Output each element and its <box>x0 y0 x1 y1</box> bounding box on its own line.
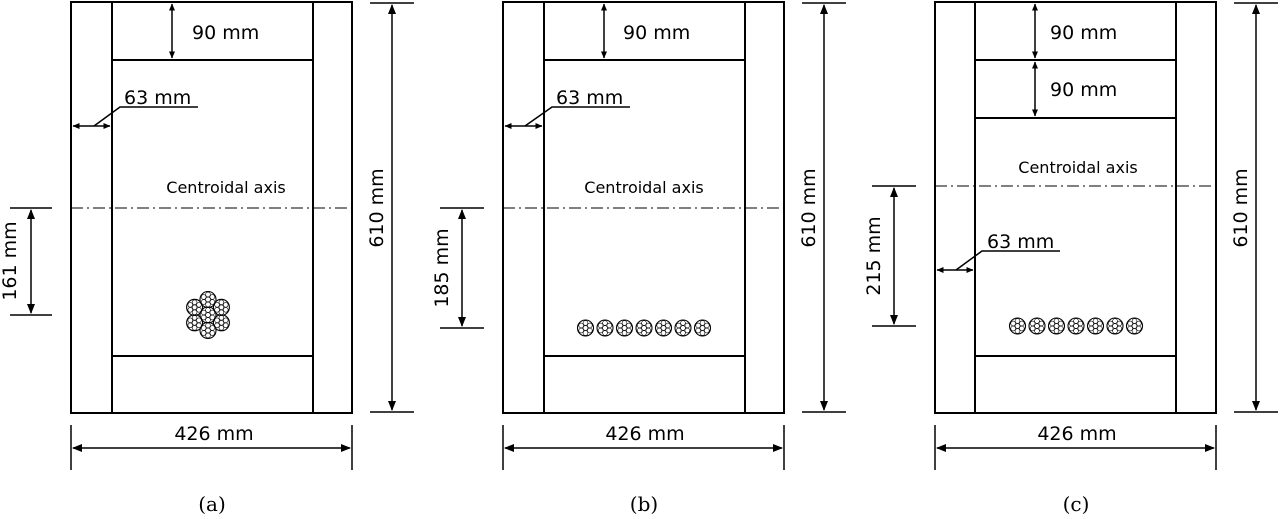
prestressing-strand <box>654 319 673 337</box>
centroid-axis-label: Centroidal axis <box>166 178 285 197</box>
prestressing-strand <box>674 319 692 337</box>
prestressing-strand <box>635 319 653 337</box>
width-label: 426 mm <box>605 423 684 445</box>
prestressing-strand <box>1047 317 1066 335</box>
panel-a: 90 mm 63 mm Centroidal axis 161 mm 610 m… <box>0 1 414 516</box>
width-label: 426 mm <box>1037 423 1116 445</box>
width-label: 426 mm <box>174 423 253 445</box>
prestressing-strand <box>1028 317 1046 335</box>
panel-caption: (b) <box>630 492 658 516</box>
eccentricity-label: 185 mm <box>431 228 453 307</box>
web-thickness-label: 63 mm <box>124 87 191 109</box>
prestressing-strand <box>212 298 230 316</box>
web-thickness-label: 63 mm <box>987 231 1054 253</box>
prestressing-strand <box>1125 317 1144 335</box>
height-label: 610 mm <box>1230 168 1252 247</box>
panel-c: 90 mm 90 mm Centroidal axis 63 mm 215 mm… <box>863 1 1278 516</box>
flange-dimension-label: 90 mm <box>192 22 259 44</box>
prestressing-strand <box>1067 317 1085 335</box>
height-label: 610 mm <box>366 168 388 247</box>
prestressing-strand <box>1086 317 1105 335</box>
centroid-axis-label: Centroidal axis <box>1018 158 1137 177</box>
centroid-axis-label: Centroidal axis <box>584 178 703 197</box>
bottom-block <box>111 355 314 414</box>
web-thickness-leader <box>524 106 630 127</box>
prestressing-strand <box>1008 317 1027 335</box>
outer-section-outline <box>934 1 1217 414</box>
tendon-cluster <box>186 290 230 340</box>
flange-dimension-label: 90 mm <box>1050 22 1117 44</box>
bottom-block <box>543 355 746 414</box>
eccentricity-label: 215 mm <box>863 216 885 295</box>
web-thickness-leader <box>955 250 1060 271</box>
tendon-row <box>576 319 712 337</box>
prestressing-strand <box>186 314 204 332</box>
prestressing-strand <box>693 319 712 337</box>
prestressing-strand <box>1106 317 1124 335</box>
bottom-block <box>974 355 1177 414</box>
prestressing-strand <box>615 319 634 337</box>
web-thickness-leader <box>93 106 198 127</box>
panel-caption: (a) <box>198 492 226 516</box>
prestressing-strand <box>596 319 614 337</box>
panel-caption: (c) <box>1063 492 1090 516</box>
tendon-row <box>1008 317 1144 335</box>
prestressing-strand <box>576 319 595 337</box>
panel-b: 90 mm 63 mm Centroidal axis 185 mm 610 m… <box>431 1 846 516</box>
eccentricity-label: 161 mm <box>0 221 21 300</box>
second-flange-dimension-label: 90 mm <box>1050 79 1117 101</box>
height-label: 610 mm <box>798 168 820 247</box>
web-thickness-label: 63 mm <box>556 87 623 109</box>
flange-dimension-label: 90 mm <box>623 22 690 44</box>
